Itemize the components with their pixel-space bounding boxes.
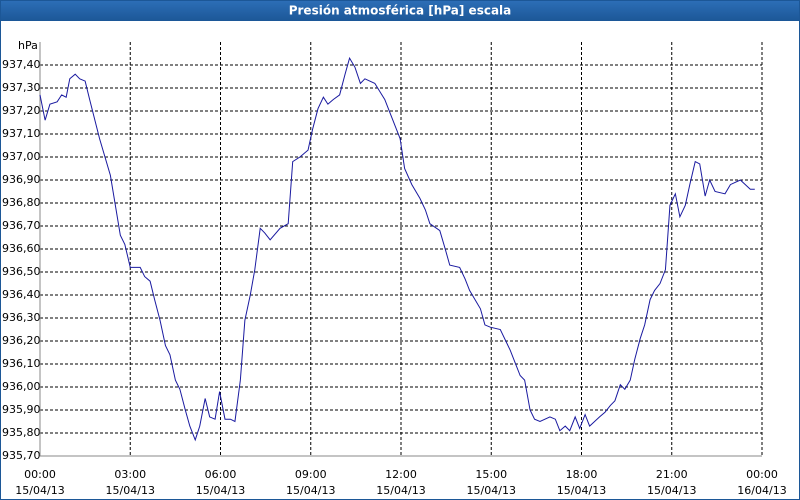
y-tick-label: 935,80: [2, 426, 41, 439]
y-tick-label: 936,00: [2, 380, 41, 393]
x-tick-label: 00:00: [24, 468, 56, 481]
x-tick-label: 03:00: [114, 468, 146, 481]
title-bar: [0, 0, 800, 21]
y-tick-label: 936,50: [2, 265, 41, 278]
y-tick-label: 935,70: [2, 449, 41, 462]
plot-area: 935,70 935,80 935,90 936,00 936,10 936,20 936,…: [2, 42, 787, 497]
y-tick-label: 937,20: [2, 104, 41, 117]
x-tick-date: 15/04/13: [557, 484, 606, 497]
chart-title: Presión atmosférica [hPa] escala: [289, 4, 512, 18]
x-tick-label: 21:00: [656, 468, 688, 481]
x-tick-label: 06:00: [205, 468, 237, 481]
y-tick-label: 937,30: [2, 81, 41, 94]
x-tick-date: 15/04/13: [15, 484, 64, 497]
data-line: [39, 56, 755, 442]
y-axis-label: hPa: [18, 39, 38, 52]
x-tick-label: 09:00: [295, 468, 327, 481]
y-tick-label: 936,90: [2, 173, 41, 186]
y-tick-label: 936,20: [2, 334, 41, 347]
y-tick-label: 937,10: [2, 127, 41, 140]
y-tick-label: 936,10: [2, 357, 41, 370]
x-tick-label: 15:00: [475, 468, 507, 481]
x-tick-label: 00:00: [746, 468, 778, 481]
y-tick-label: 936,60: [2, 242, 41, 255]
x-tick-date: 15/04/13: [286, 484, 335, 497]
x-tick-date: 15/04/13: [467, 484, 516, 497]
y-tick-label: 937,40: [2, 58, 41, 71]
y-tick-label: 936,30: [2, 311, 41, 324]
y-tick-label: 936,40: [2, 288, 41, 301]
x-tick-date: 16/04/13: [737, 484, 786, 497]
x-tick-label: 12:00: [385, 468, 417, 481]
x-tick-date: 15/04/13: [647, 484, 696, 497]
x-tick-label: 18:00: [566, 468, 598, 481]
x-tick-date: 15/04/13: [106, 484, 155, 497]
x-tick-date: 15/04/13: [196, 484, 245, 497]
x-tick-date: 15/04/13: [376, 484, 425, 497]
y-tick-label: 936,70: [2, 219, 41, 232]
y-tick-label: 936,80: [2, 196, 41, 209]
y-tick-label: 935,90: [2, 403, 41, 416]
y-tick-label: 937,00: [2, 150, 41, 163]
